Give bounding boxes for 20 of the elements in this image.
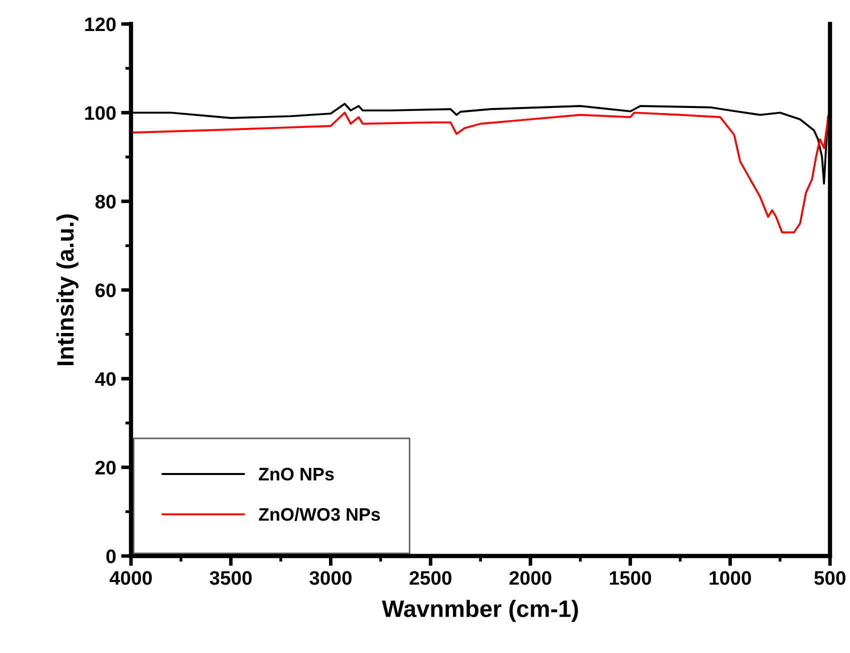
y-tick-label: 80 xyxy=(95,194,116,209)
y-tick-label: 40 xyxy=(95,372,116,386)
x-tick-label: 3500 xyxy=(210,571,252,585)
x-tick-label: 1500 xyxy=(610,571,652,585)
x-tick-label: 2000 xyxy=(509,571,552,585)
y-axis-title: Intinsity (a.u.) xyxy=(56,214,78,366)
y-tick-label: 120 xyxy=(85,17,116,32)
x-tick-label: 500 xyxy=(814,571,846,585)
x-tick-label: 2500 xyxy=(410,571,452,585)
x-tick-label: 3000 xyxy=(310,571,352,585)
x-tick-label: 4000 xyxy=(110,571,152,585)
y-tick-label: 60 xyxy=(96,283,116,298)
y-tick-label: 100 xyxy=(85,106,116,120)
legend-label: ZnO NPs xyxy=(258,468,334,481)
line-series xyxy=(131,112,830,234)
x-tick-label: 1000 xyxy=(710,571,751,585)
x-axis-title: Wavnmber (cm-1) xyxy=(382,600,578,622)
y-tick-label: 0 xyxy=(106,549,116,564)
legend-label: ZnO/WO3 NPs xyxy=(258,508,380,522)
y-tick-label: 20 xyxy=(95,460,116,475)
